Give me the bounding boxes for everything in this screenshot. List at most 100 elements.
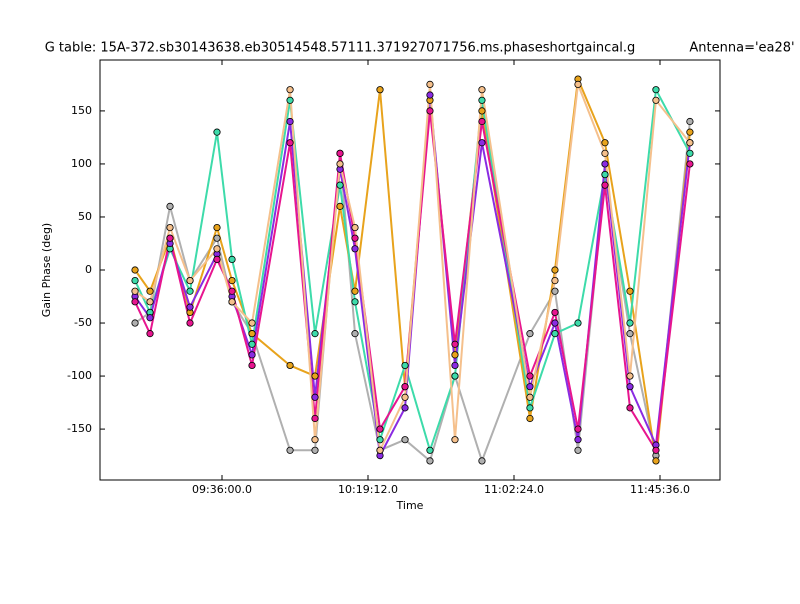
data-point — [626, 383, 634, 391]
data-point — [213, 234, 221, 242]
data-point — [526, 330, 534, 338]
data-point — [311, 393, 319, 401]
data-point — [686, 139, 694, 147]
data-point — [478, 86, 486, 94]
data-point — [601, 160, 609, 168]
data-point — [146, 330, 154, 338]
data-point — [426, 107, 434, 115]
data-point — [478, 457, 486, 465]
data-point — [228, 277, 236, 285]
data-point — [601, 181, 609, 189]
y-axis-label: Gain Phase (deg) — [40, 223, 53, 317]
data-point — [401, 436, 409, 444]
data-point — [351, 234, 359, 242]
data-point — [131, 319, 139, 327]
data-point — [652, 96, 660, 104]
x-tick-label: 11:45:36.0 — [630, 483, 690, 496]
data-point — [601, 149, 609, 157]
y-tick-label: 100 — [71, 157, 92, 170]
data-point — [451, 372, 459, 380]
data-point — [248, 319, 256, 327]
data-point — [248, 351, 256, 359]
data-point — [551, 330, 559, 338]
data-point — [551, 266, 559, 274]
data-point — [286, 361, 294, 370]
y-tick-label: -100 — [67, 369, 92, 382]
data-point — [401, 383, 409, 391]
data-point — [451, 361, 459, 370]
data-point — [478, 117, 486, 126]
data-point — [286, 139, 294, 147]
data-point — [551, 277, 559, 285]
data-point — [213, 245, 221, 253]
data-point — [551, 308, 559, 317]
data-point — [131, 277, 139, 285]
data-point — [336, 160, 344, 168]
data-point — [131, 298, 139, 306]
data-point — [686, 160, 694, 168]
data-point — [626, 404, 634, 412]
data-point — [351, 287, 359, 295]
data-point — [626, 372, 634, 380]
data-point — [574, 446, 582, 454]
data-point — [336, 181, 344, 189]
data-point — [551, 319, 559, 327]
data-point — [166, 223, 174, 232]
data-point — [311, 414, 319, 423]
data-point — [336, 149, 344, 157]
data-point — [311, 436, 319, 444]
data-point — [401, 361, 409, 370]
data-point — [526, 393, 534, 401]
data-point — [336, 202, 344, 210]
data-point — [286, 96, 294, 104]
data-point — [186, 303, 194, 311]
data-point — [574, 80, 582, 88]
data-point — [351, 298, 359, 306]
chart-title: G table: 15A-372.sb30143638.eb30514548.5… — [45, 41, 636, 56]
data-point — [351, 223, 359, 232]
y-tick-label: -50 — [74, 316, 92, 329]
data-point — [146, 314, 154, 322]
x-axis-label: Time — [396, 499, 424, 512]
data-point — [248, 340, 256, 348]
data-point — [526, 404, 534, 412]
data-point — [166, 234, 174, 242]
data-point — [551, 287, 559, 295]
data-point — [686, 128, 694, 136]
data-point — [526, 372, 534, 380]
data-point — [686, 117, 694, 126]
data-point — [376, 425, 384, 433]
data-point — [286, 446, 294, 454]
data-point — [451, 351, 459, 359]
data-point — [451, 340, 459, 348]
data-point — [426, 80, 434, 88]
data-point — [376, 446, 384, 454]
data-point — [401, 393, 409, 401]
data-point — [478, 107, 486, 115]
data-point — [311, 446, 319, 454]
data-point — [186, 287, 194, 295]
plot-area — [131, 75, 694, 465]
data-point — [146, 287, 154, 295]
data-point — [526, 414, 534, 423]
data-point — [426, 91, 434, 99]
y-tick-label: 50 — [78, 210, 92, 223]
data-point — [652, 446, 660, 454]
data-point — [351, 245, 359, 253]
data-point — [228, 255, 236, 263]
data-point — [426, 457, 434, 465]
data-point — [401, 404, 409, 412]
data-point — [652, 457, 660, 465]
data-point — [213, 223, 221, 232]
y-tick-label: 150 — [71, 104, 92, 117]
data-point — [478, 96, 486, 104]
data-point — [686, 149, 694, 157]
data-point — [131, 287, 139, 295]
y-tick-label: 0 — [85, 263, 92, 276]
data-point — [248, 361, 256, 370]
data-point — [228, 287, 236, 295]
data-point — [626, 330, 634, 338]
data-point — [248, 330, 256, 338]
data-point — [131, 266, 139, 274]
x-tick-label: 09:36:00.0 — [192, 483, 252, 496]
